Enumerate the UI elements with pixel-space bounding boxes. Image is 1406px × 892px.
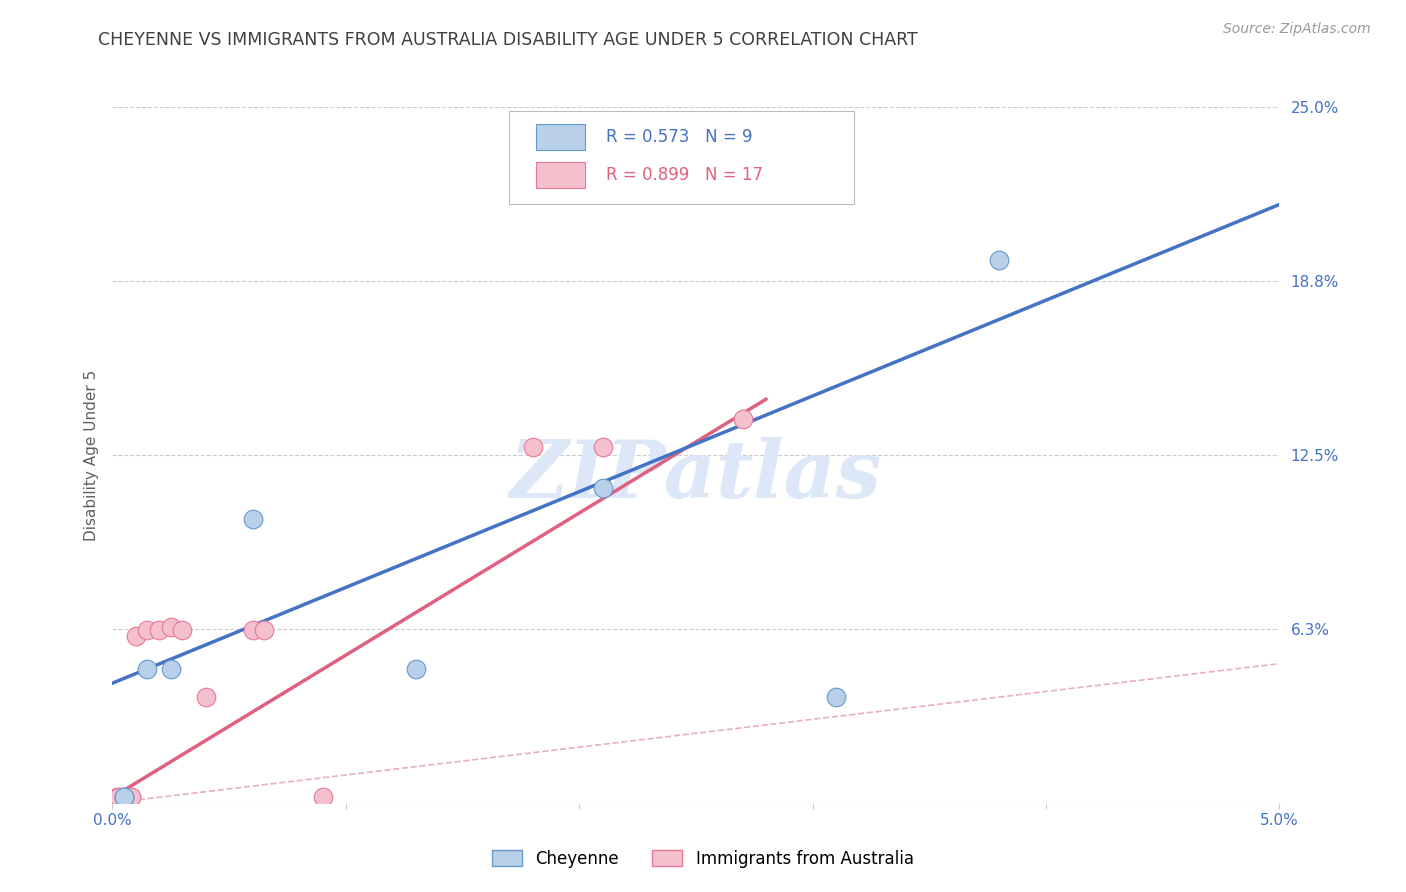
Point	[112, 790, 135, 805]
Point	[120, 790, 142, 805]
Point	[242, 624, 264, 638]
Text: Source: ZipAtlas.com: Source: ZipAtlas.com	[1223, 22, 1371, 37]
Point	[112, 790, 135, 805]
Point	[136, 624, 159, 638]
FancyBboxPatch shape	[509, 111, 853, 204]
Point	[592, 440, 614, 454]
Bar	[536, 124, 585, 150]
Y-axis label: Disability Age Under 5: Disability Age Under 5	[83, 369, 98, 541]
Point	[592, 481, 614, 495]
Point	[105, 790, 128, 805]
Legend: Cheyenne, Immigrants from Australia: Cheyenne, Immigrants from Australia	[485, 844, 921, 875]
Point	[112, 790, 135, 805]
Point	[405, 662, 427, 676]
Point	[522, 440, 544, 454]
Point	[160, 662, 183, 676]
Point	[194, 690, 217, 704]
Point	[253, 624, 276, 638]
Bar	[536, 162, 585, 188]
Point	[242, 512, 264, 526]
Point	[125, 629, 148, 643]
Point	[988, 253, 1011, 268]
Text: CHEYENNE VS IMMIGRANTS FROM AUSTRALIA DISABILITY AGE UNDER 5 CORRELATION CHART: CHEYENNE VS IMMIGRANTS FROM AUSTRALIA DI…	[98, 31, 918, 49]
Point	[120, 790, 142, 805]
Text: ZIPatlas: ZIPatlas	[510, 437, 882, 515]
Point	[311, 790, 333, 805]
Point	[172, 624, 194, 638]
Text: R = 0.899   N = 17: R = 0.899 N = 17	[606, 166, 763, 185]
Point	[160, 620, 183, 634]
Point	[108, 790, 131, 805]
Point	[136, 662, 159, 676]
Point	[731, 411, 754, 425]
Text: R = 0.573   N = 9: R = 0.573 N = 9	[606, 128, 752, 146]
Point	[825, 690, 848, 704]
Point	[148, 624, 170, 638]
